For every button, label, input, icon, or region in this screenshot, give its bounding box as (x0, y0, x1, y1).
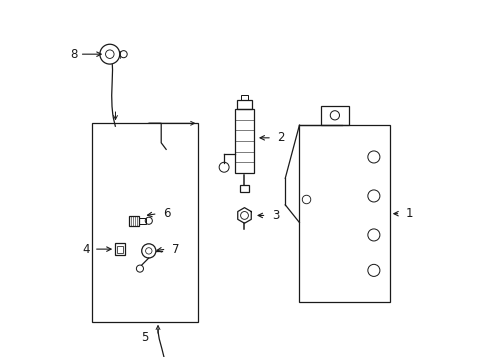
Bar (139, 217, 145, 224)
Bar (115, 243, 125, 256)
Bar (299, 125, 389, 302)
Text: 6: 6 (163, 207, 170, 220)
Bar (129, 216, 139, 226)
Text: 3: 3 (271, 209, 279, 222)
Bar (236, 100, 252, 109)
Bar (320, 105, 348, 125)
Bar (92, 123, 198, 322)
Bar (234, 109, 254, 173)
Text: 1: 1 (405, 207, 412, 220)
Text: 8: 8 (70, 48, 78, 61)
Text: 2: 2 (277, 131, 284, 144)
Bar (240, 185, 248, 192)
Text: 7: 7 (171, 243, 179, 256)
Text: 4: 4 (82, 243, 90, 256)
Bar (241, 95, 247, 100)
Text: 5: 5 (142, 331, 149, 344)
Bar (117, 246, 122, 253)
